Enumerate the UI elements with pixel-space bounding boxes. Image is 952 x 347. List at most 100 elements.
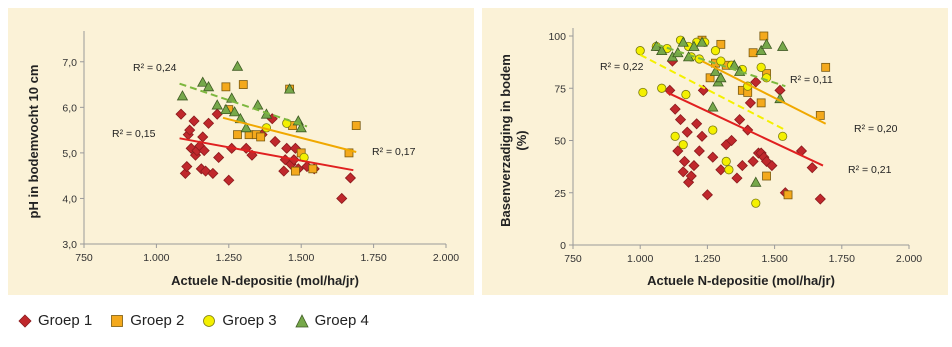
r2-label: R² = 0,15 — [112, 128, 156, 140]
data-point-groep3 — [721, 156, 731, 166]
data-point-groep2 — [783, 190, 793, 200]
trendline-groep2 — [222, 116, 357, 153]
data-point-groep1 — [344, 172, 356, 184]
trendline-groep1 — [179, 137, 354, 172]
data-point-groep4 — [707, 101, 719, 112]
data-point-groep4 — [688, 40, 700, 51]
legend-label: Groep 4 — [314, 312, 369, 329]
legend-label: Groep 2 — [130, 312, 185, 329]
data-point-groep3 — [778, 131, 788, 141]
data-point-groep1 — [175, 108, 187, 120]
data-point-groep4 — [755, 44, 767, 56]
data-point-groep1 — [336, 192, 348, 205]
data-point-groep2 — [238, 80, 248, 89]
data-point-groep2 — [762, 171, 771, 181]
data-point-groep2 — [291, 166, 300, 176]
data-point-groep1 — [688, 160, 700, 172]
data-point-groep2 — [716, 39, 726, 49]
x-tick-label: 1.250 — [694, 253, 720, 265]
data-point-groep1 — [197, 131, 209, 143]
data-point-groep1 — [701, 189, 713, 201]
data-point-groep2 — [821, 62, 831, 72]
data-point-groep3 — [751, 198, 761, 208]
data-point-groep1 — [715, 164, 727, 176]
data-point-groep1 — [678, 155, 691, 167]
data-point-groep1 — [693, 145, 705, 157]
data-point-groep1 — [211, 108, 223, 120]
data-point-groep1 — [731, 172, 743, 184]
data-point-groep3 — [756, 62, 766, 72]
data-point-groep2 — [256, 132, 266, 142]
data-point-groep4 — [750, 176, 762, 187]
trendline-groep3 — [639, 53, 786, 131]
y-axis-label-line: (%) — [514, 130, 529, 150]
data-point-groep1 — [744, 97, 756, 109]
data-point-groep4 — [715, 71, 727, 83]
data-point-groep1 — [736, 160, 748, 172]
data-point-groep1 — [674, 114, 687, 126]
legend-item-groep2: Groep 2 — [110, 312, 184, 329]
x-tick-label: 1.750 — [360, 252, 386, 264]
data-point-groep3 — [638, 87, 648, 98]
data-point-groep4 — [220, 103, 232, 115]
x-tick-label: 1.000 — [627, 253, 653, 265]
data-point-groep1 — [278, 165, 290, 177]
data-point-groep1 — [202, 117, 215, 129]
data-point-groep3 — [724, 165, 734, 175]
data-point-groep3 — [716, 56, 726, 66]
data-point-groep1 — [223, 174, 235, 186]
basenverzadiging-scatter-chart: 750 1.000 1.250 1.500 1.750 2.000 0 25 50 75 100 Ac… — [498, 28, 922, 288]
trendline-groep1 — [666, 91, 824, 167]
y-tick-label: 100 — [548, 31, 566, 43]
r2-label: R² = 0,21 — [848, 164, 892, 176]
x-axis-label: Actuele N-depositie (mol/ha/jr) — [171, 273, 359, 288]
y-tick-label: 5,0 — [62, 148, 77, 160]
data-point-groep1 — [281, 142, 293, 154]
data-points — [635, 31, 831, 208]
data-point-groep4 — [197, 76, 209, 87]
data-point-groep4 — [295, 122, 307, 133]
data-point-groep1 — [184, 124, 196, 136]
circle-marker-icon — [203, 314, 216, 327]
data-point-groep1 — [198, 145, 210, 157]
data-point-groep3 — [635, 46, 645, 56]
data-point-groep2 — [233, 130, 242, 140]
data-point-groep2 — [815, 111, 825, 120]
data-point-groep2 — [705, 73, 715, 83]
data-point-groep4 — [176, 90, 189, 101]
data-point-groep1 — [806, 162, 818, 174]
data-point-groep4 — [226, 92, 238, 103]
data-point-groep1 — [213, 151, 225, 164]
data-point-groep1 — [181, 160, 193, 173]
data-point-groep2 — [308, 164, 318, 174]
data-point-groep1 — [691, 118, 703, 130]
r2-label: R² = 0,22 — [600, 61, 644, 73]
data-point-groep2 — [221, 82, 231, 92]
data-point-groep3 — [708, 125, 718, 135]
x-tick-label: 750 — [75, 252, 93, 264]
r2-label: R² = 0,11 — [790, 74, 833, 86]
legend-item-groep3: Groep 3 — [202, 312, 277, 329]
y-tick-label: 25 — [554, 188, 566, 200]
data-point-groep1 — [672, 145, 684, 157]
data-point-groep1 — [681, 126, 693, 138]
x-tick-label: 2.000 — [896, 253, 922, 265]
x-tick-label: 1.750 — [829, 253, 855, 265]
data-point-groep1 — [726, 134, 738, 147]
legend-item-groep1: Groep 1 — [18, 312, 92, 329]
r2-label: R² = 0,17 — [372, 146, 416, 158]
x-axis-label: Actuele N-depositie (mol/ha/jr) — [647, 273, 835, 288]
data-point-groep2 — [748, 48, 758, 58]
data-point-groep2 — [759, 31, 769, 41]
legend: Groep 1 Groep 2 Groep 3 Groep 4 — [18, 312, 369, 329]
y-tick-label: 6,0 — [62, 102, 77, 114]
data-point-groep2 — [756, 98, 766, 108]
data-point-groep1 — [669, 103, 681, 115]
data-point-groep4 — [228, 106, 241, 117]
trendline-groep4 — [656, 43, 786, 88]
x-tick-label: 1.000 — [143, 252, 169, 264]
data-point-groep1 — [685, 170, 697, 182]
r2-label: R² = 0,24 — [133, 62, 177, 74]
ph-scatter-chart: 750 1.000 1.250 1.500 1.750 2.000 3,0 4,0 5,0 6,0… — [26, 31, 459, 288]
data-point-groep3 — [681, 89, 691, 100]
